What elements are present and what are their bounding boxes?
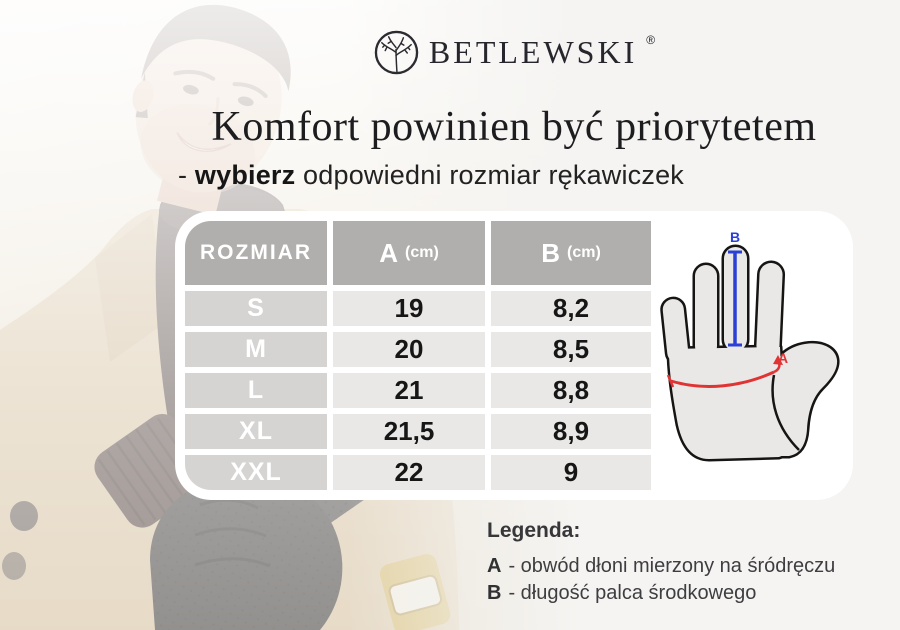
value-cell-a: 19 [333, 291, 485, 326]
col-header-rozmiar: ROZMIAR [185, 221, 327, 285]
legend-title: Legenda: [487, 519, 581, 542]
col-header-label: B [541, 237, 560, 268]
header-block: BETLEWSKI ® Komfort powinien być prioryt… [175, 0, 853, 191]
col-header-a: A (cm) [333, 221, 485, 285]
value-cell-a: 20 [333, 332, 485, 367]
value-cell-b: 9 [491, 455, 651, 490]
value-cell-b: 8,9 [491, 414, 651, 449]
brand-logo: BETLEWSKI ® [175, 29, 853, 76]
page-title: Komfort powinien być priorytetem [211, 104, 817, 150]
size-cell: M [185, 332, 327, 367]
col-header-unit: (cm) [567, 244, 601, 261]
thumb-crease-line [771, 374, 800, 451]
measure-line-a [666, 355, 783, 388]
legend-text-b: - długość palca środkowego [508, 582, 757, 604]
legend-text-a: - obwód dłoni mierzony na śródręczu [508, 555, 836, 577]
col-header-label: ROZMIAR [200, 241, 312, 264]
brand-name: BETLEWSKI [428, 34, 638, 70]
col-header-label: A [379, 237, 398, 268]
legend-key-a: A [487, 555, 502, 577]
size-cell: XL [185, 414, 327, 449]
value-cell-b: 8,2 [491, 291, 651, 326]
measure-line-b [728, 250, 742, 347]
size-cell: L [185, 373, 327, 408]
value-cell-a: 21,5 [333, 414, 485, 449]
size-guide-card: ROZMIAR A (cm) B (cm) S 19 8,2 M 20 8,5 L 21 8,8… [175, 211, 853, 500]
tree-icon [373, 29, 420, 76]
hand-measurement-diagram: B A [659, 229, 849, 463]
subtitle-bold: wybierz [194, 160, 296, 190]
legend-item-b: B - długość palca środkowego [487, 580, 887, 607]
size-cell: XXL [185, 455, 327, 490]
value-cell-a: 21 [333, 373, 485, 408]
legend: Legenda: A - obwód dłoni mierzony na śród… [487, 519, 887, 607]
col-header-b: B (cm) [491, 221, 651, 285]
label-a: A [778, 350, 788, 366]
col-header-unit: (cm) [405, 244, 439, 261]
legend-key-b: B [487, 582, 502, 604]
value-cell-b: 8,5 [491, 332, 651, 367]
page-subtitle: - wybierz odpowiedni rozmiar rękawiczek [175, 160, 853, 191]
size-table: ROZMIAR A (cm) B (cm) S 19 8,2 M 20 8,5 L 21 8,8… [185, 221, 651, 490]
registered-mark: ® [646, 32, 656, 47]
legend-item-a: A - obwód dłoni mierzony na śródręczu [487, 553, 887, 580]
value-cell-b: 8,8 [491, 373, 651, 408]
value-cell-a: 22 [333, 455, 485, 490]
subtitle-rest: odpowiedni rozmiar rękawiczek [295, 160, 684, 190]
subtitle-prefix: - [178, 160, 195, 190]
label-b: B [730, 229, 740, 245]
size-cell: S [185, 291, 327, 326]
